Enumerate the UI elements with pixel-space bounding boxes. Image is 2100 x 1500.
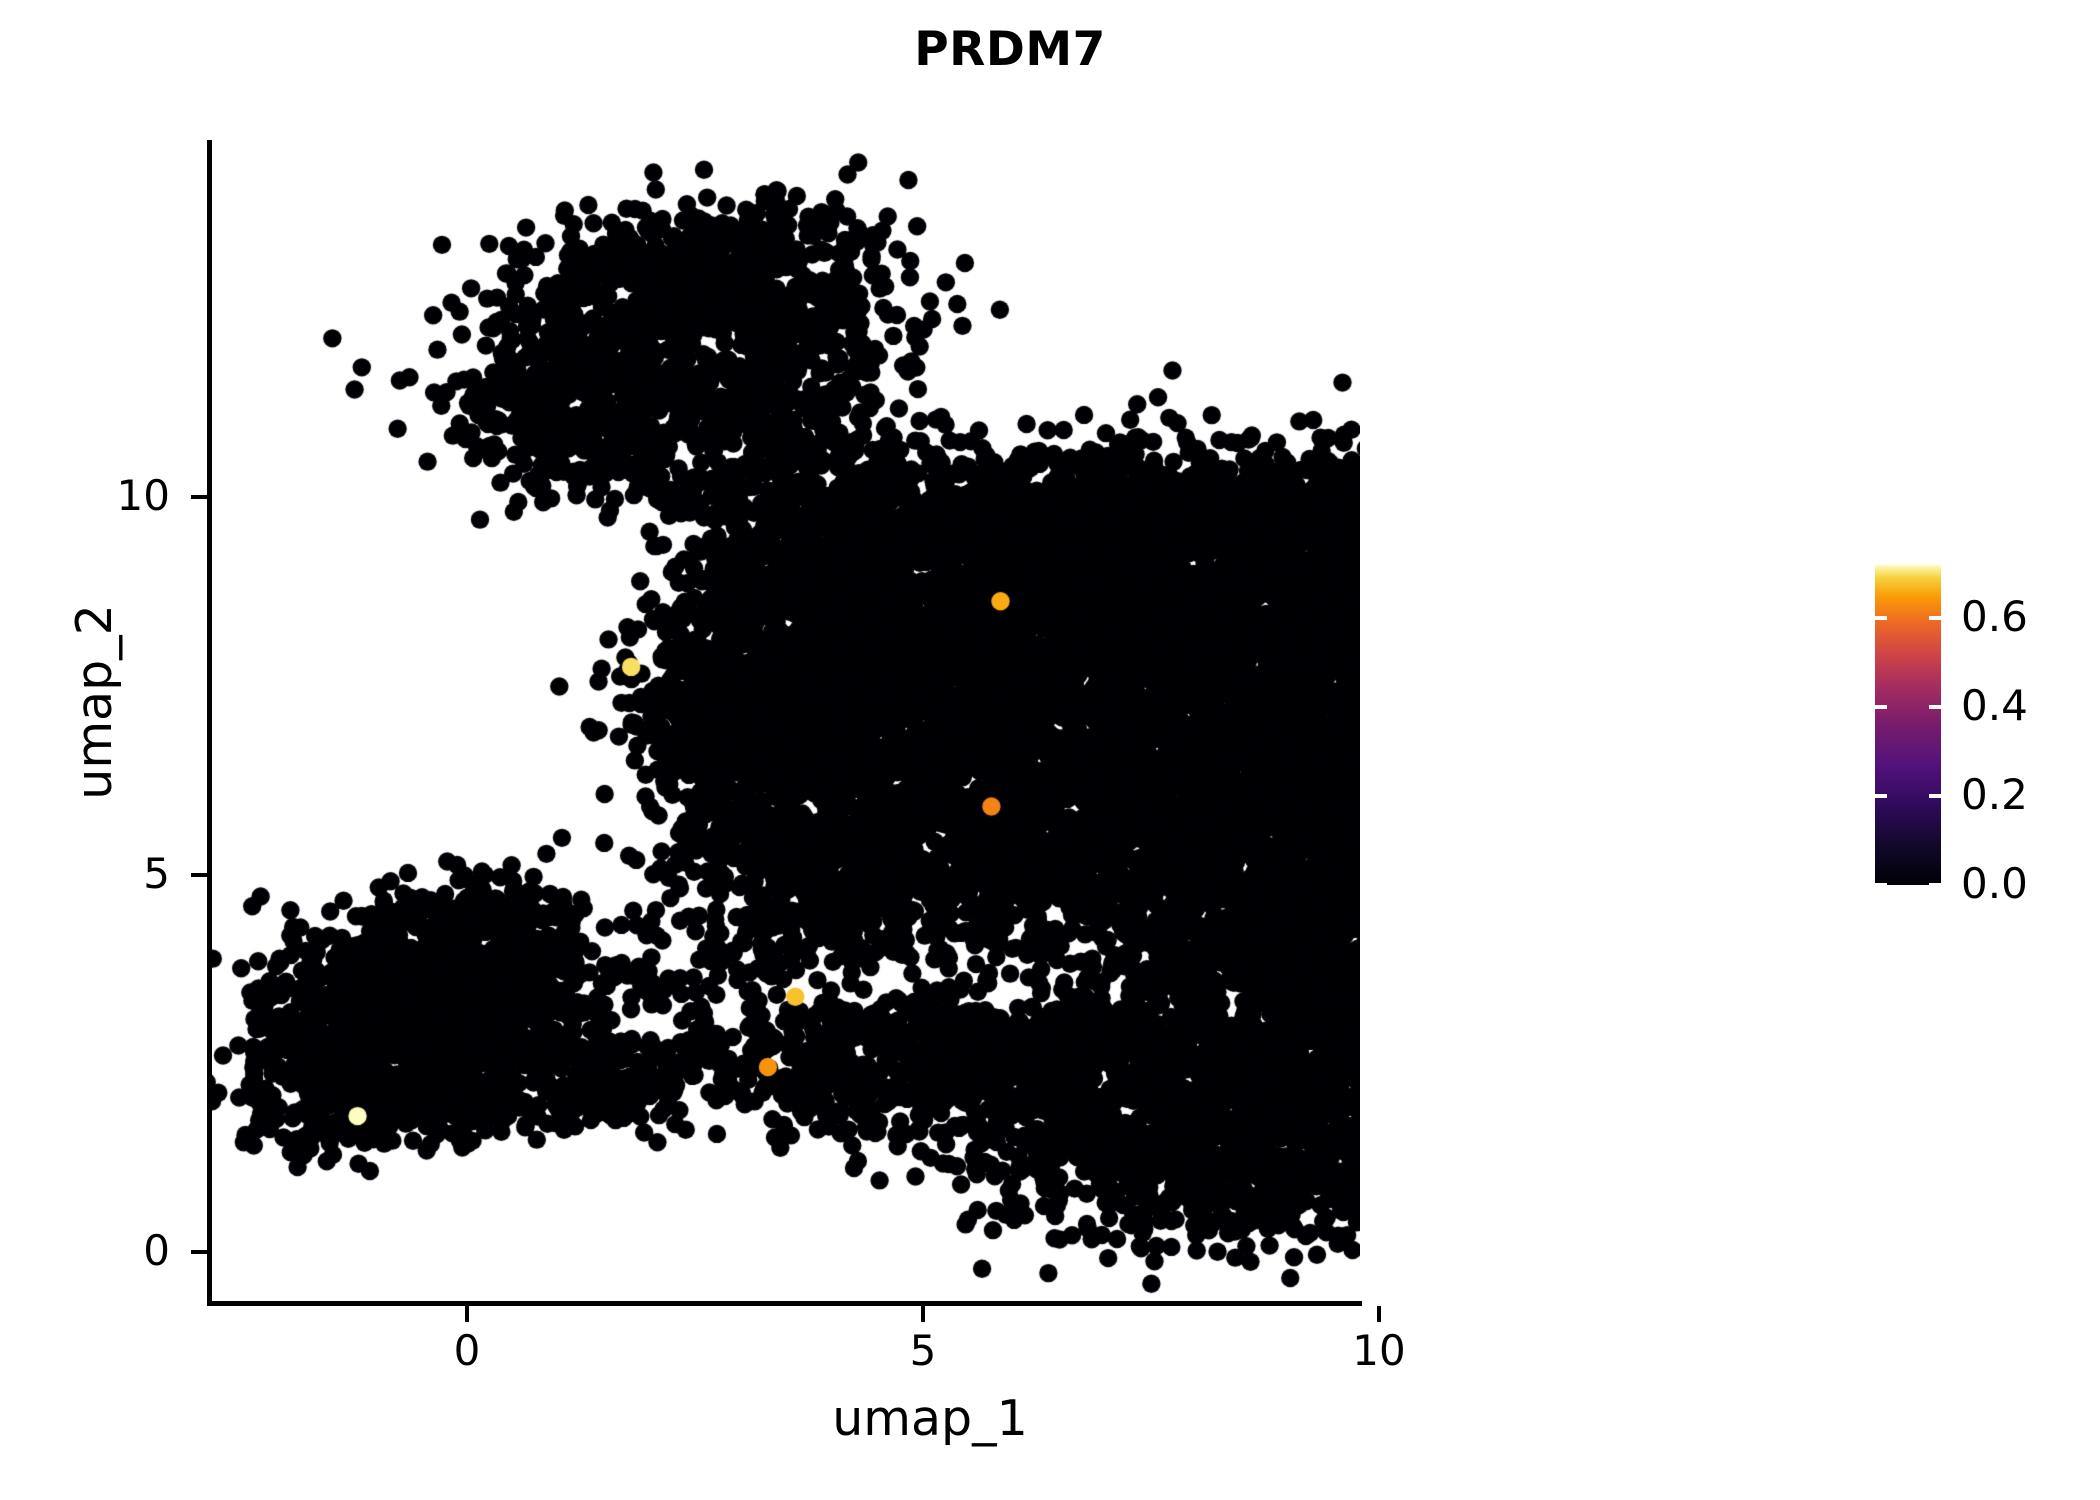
x-tick-label: 5 <box>909 1326 937 1375</box>
colorbar-tick-mark <box>1929 794 1941 799</box>
y-axis-spine <box>207 140 212 1306</box>
colorbar-tick-mark <box>1929 883 1941 887</box>
x-tick-label: 10 <box>1352 1326 1406 1375</box>
scatter-plot-axes <box>210 140 1360 1303</box>
y-tick-mark <box>191 1250 207 1254</box>
colorbar-tick-label: 0.4 <box>1961 681 2028 731</box>
x-axis-label: umap_1 <box>832 1390 1028 1447</box>
x-tick-label: 0 <box>453 1326 481 1375</box>
x-tick-mark <box>1377 1306 1381 1322</box>
colorbar-tick-mark <box>1875 883 1887 887</box>
x-tick-mark <box>921 1306 925 1322</box>
colorbar-tick-mark <box>1875 616 1887 621</box>
colorbar-tick-mark <box>1929 616 1941 621</box>
y-tick-label: 10 <box>116 471 170 520</box>
scatter-points-layer <box>210 140 1360 1303</box>
colorbar-tick-label: 0.0 <box>1961 859 2028 908</box>
colorbar-gradient <box>1875 565 1941 885</box>
x-axis-spine <box>207 1301 1362 1306</box>
y-tick-mark <box>191 495 207 499</box>
x-tick-mark <box>465 1306 469 1322</box>
y-tick-mark <box>191 872 207 877</box>
y-tick-label: 0 <box>143 1226 170 1275</box>
colorbar-tick-mark <box>1929 705 1941 710</box>
colorbar-tick-mark <box>1875 705 1887 710</box>
y-tick-label: 5 <box>143 848 170 898</box>
page-title: PRDM7 <box>914 22 1106 77</box>
colorbar-tick-mark <box>1875 794 1887 799</box>
colorbar: 0.0 0.2 0.4 0.6 <box>1875 565 2095 905</box>
colorbar-tick-label: 0.2 <box>1961 770 2028 820</box>
colorbar-tick-label: 0.6 <box>1961 592 2028 642</box>
y-axis-label: umap_2 <box>66 604 124 800</box>
